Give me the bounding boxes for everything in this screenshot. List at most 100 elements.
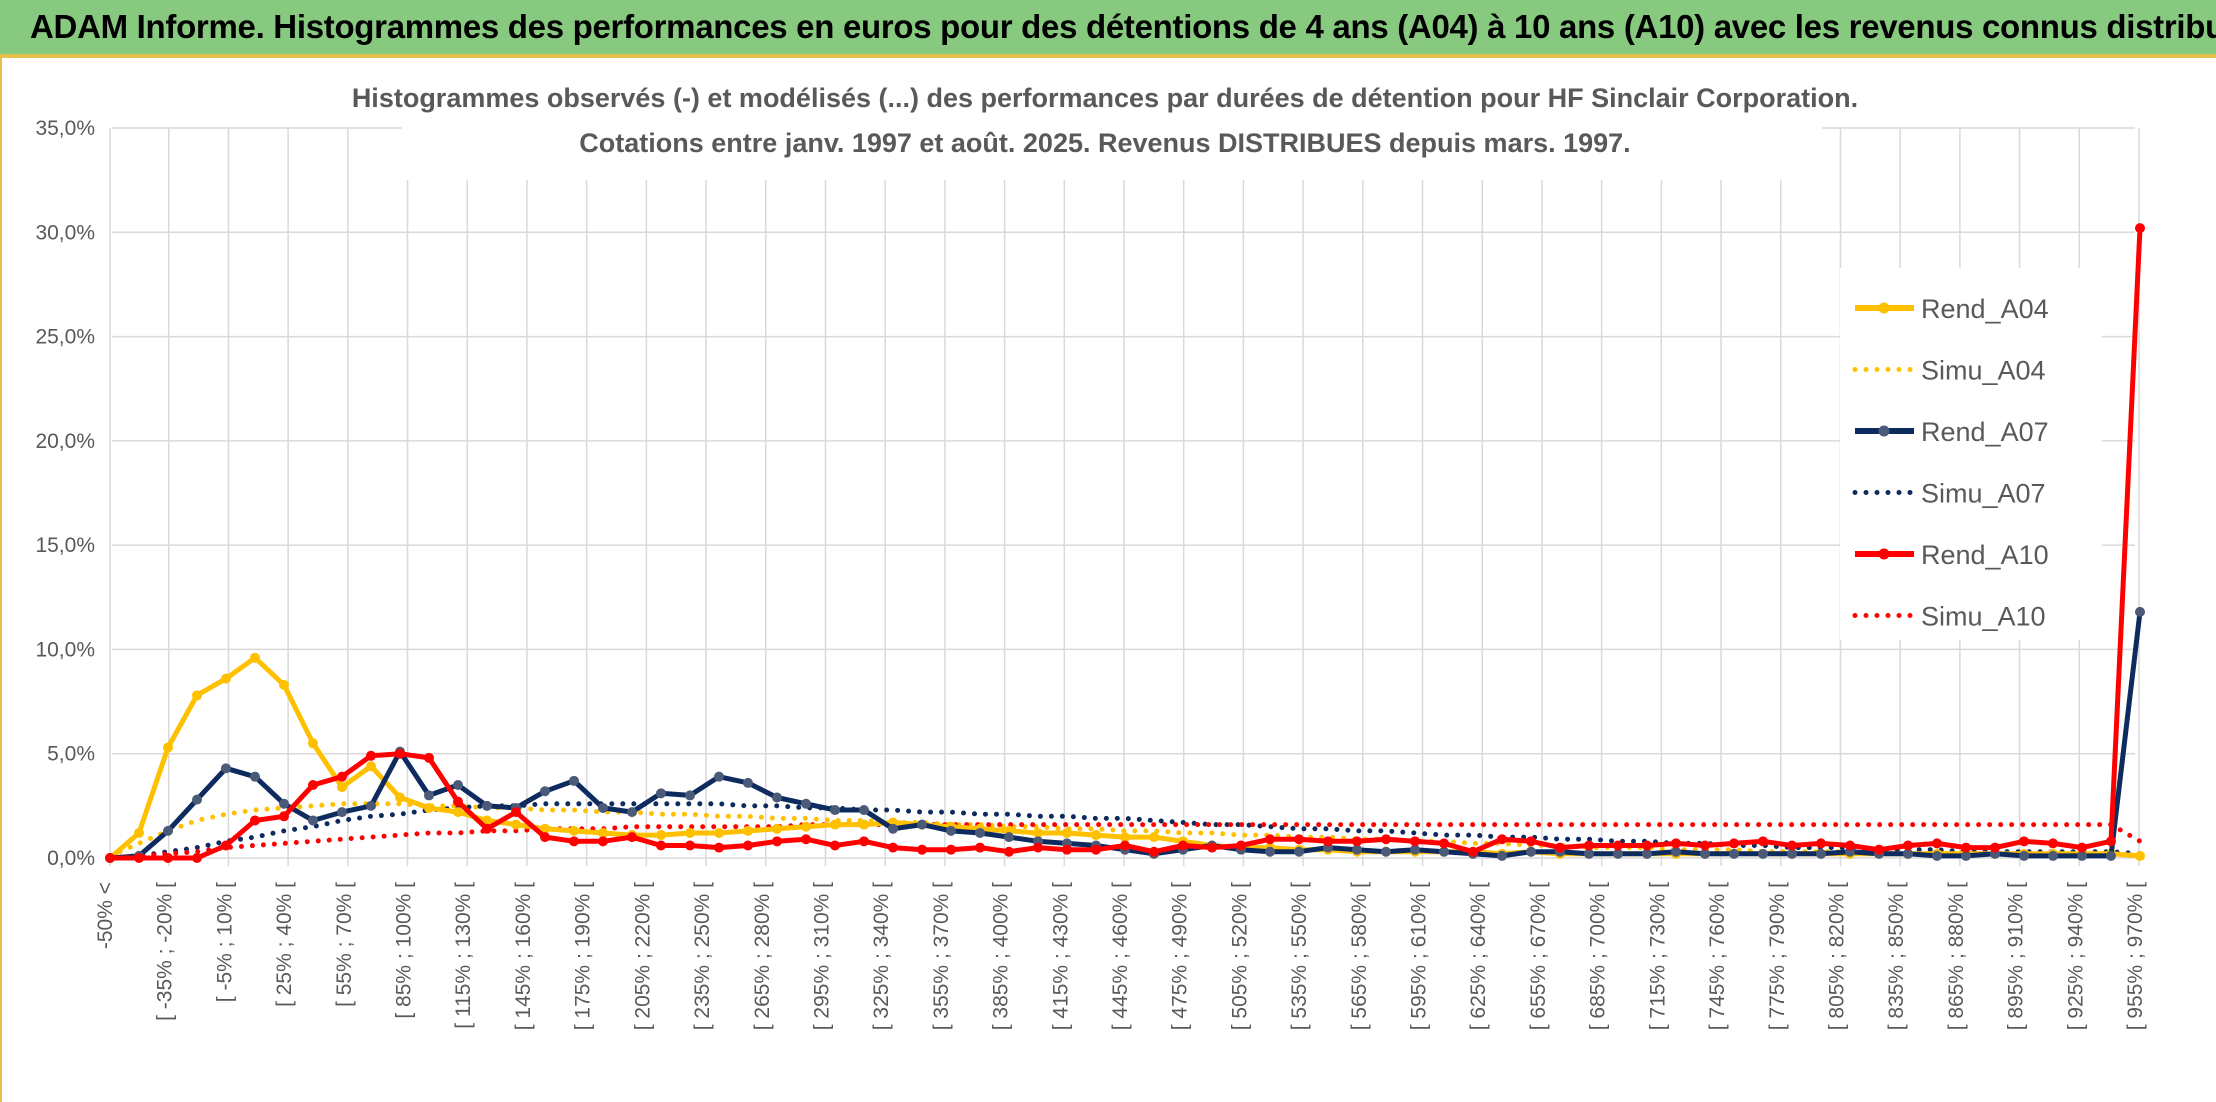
data-point xyxy=(2048,838,2058,849)
data-point xyxy=(627,832,637,843)
data-point xyxy=(366,800,376,811)
data-point xyxy=(1352,836,1362,847)
data-point xyxy=(424,802,434,813)
x-tick-label: [ 55% ; 70% [ xyxy=(333,882,356,1007)
data-point xyxy=(598,827,608,838)
x-tick-label: [ 415% ; 430% [ xyxy=(1049,882,1072,1030)
data-point xyxy=(1178,840,1188,851)
legend-label: Rend_A07 xyxy=(1921,417,2049,447)
data-point xyxy=(1874,844,1884,855)
title-background xyxy=(402,64,1822,180)
data-point xyxy=(801,821,811,832)
data-point xyxy=(1526,846,1536,857)
data-point xyxy=(482,815,492,826)
data-point xyxy=(1497,850,1507,861)
x-tick-label: -50% < xyxy=(94,882,117,949)
data-point xyxy=(772,792,782,803)
legend-label: Rend_A04 xyxy=(1921,294,2049,324)
data-point xyxy=(2077,850,2087,861)
data-point xyxy=(1845,840,1855,851)
data-point xyxy=(192,853,202,863)
data-point xyxy=(1497,834,1507,845)
x-tick-label: [ 265% ; 280% [ xyxy=(751,882,774,1030)
data-point xyxy=(163,825,173,836)
data-point xyxy=(1468,846,1478,857)
data-point xyxy=(540,832,550,843)
y-tick-label: 15,0% xyxy=(35,534,95,557)
data-point xyxy=(975,827,985,838)
data-point xyxy=(772,836,782,847)
data-point xyxy=(1352,844,1362,855)
data-point xyxy=(1439,846,1449,857)
x-tick-label: [ 655% ; 670% [ xyxy=(1527,882,1550,1030)
data-point xyxy=(337,807,347,818)
data-point xyxy=(801,798,811,809)
data-point xyxy=(1642,840,1652,851)
data-point xyxy=(830,805,840,816)
data-point xyxy=(163,742,173,753)
data-point xyxy=(1903,848,1913,859)
data-point xyxy=(1816,838,1826,849)
data-point xyxy=(1642,848,1652,859)
chart-frame: 0,0% 5,0% 10,0% 15,0% 20,0% 25,0% 30,0% 35,0% -… xyxy=(0,58,2216,1102)
data-point xyxy=(279,811,289,822)
data-point xyxy=(859,805,869,816)
legend-background xyxy=(1840,268,2102,640)
data-point xyxy=(1555,842,1565,853)
x-axis-tick-labels: -50% < [ -35% ; -20% [[ -5% ; 10% [[ 25% … xyxy=(94,882,2147,1030)
data-point xyxy=(946,844,956,855)
y-tick-label: 5,0% xyxy=(47,743,95,766)
data-point xyxy=(337,771,347,782)
data-point xyxy=(2135,606,2145,617)
data-point xyxy=(714,771,724,782)
data-point xyxy=(1091,830,1101,841)
data-point xyxy=(221,763,231,774)
data-point xyxy=(1410,844,1420,855)
y-tick-label: 0,0% xyxy=(47,847,95,870)
data-point xyxy=(569,825,579,836)
data-point xyxy=(453,807,463,818)
data-point xyxy=(1758,836,1768,847)
data-point xyxy=(685,790,695,801)
data-point xyxy=(453,780,463,790)
x-tick-label: [ 685% ; 700% [ xyxy=(1587,882,1610,1030)
data-point xyxy=(134,827,144,838)
y-tick-label: 20,0% xyxy=(35,430,95,453)
x-tick-label: [ 355% ; 370% [ xyxy=(930,882,953,1030)
data-point xyxy=(1062,827,1072,838)
legend-marker xyxy=(1878,548,1890,560)
x-tick-label: [ 25% ; 40% [ xyxy=(273,882,296,1007)
x-tick-label: [ 385% ; 400% [ xyxy=(990,882,1013,1030)
chart-title: Histogrammes observés (-) et modélisés (… xyxy=(352,83,1858,113)
data-point xyxy=(1526,836,1536,847)
data-point xyxy=(1236,840,1246,851)
data-point xyxy=(1381,846,1391,857)
data-point xyxy=(540,823,550,834)
data-point xyxy=(221,840,231,851)
series-line-simu_a10 xyxy=(107,822,2143,861)
data-point xyxy=(1729,848,1739,859)
data-point xyxy=(801,834,811,845)
x-tick-label: [ 565% ; 580% [ xyxy=(1348,882,1371,1030)
legend-label: Simu_A07 xyxy=(1921,479,2046,509)
data-point xyxy=(859,836,869,847)
x-tick-label: [ 955% ; 970% [ xyxy=(2124,882,2147,1030)
x-tick-label: [ -5% ; 10% [ xyxy=(213,882,236,1002)
data-point xyxy=(1700,848,1710,859)
data-point xyxy=(1120,840,1130,851)
data-point xyxy=(1149,832,1159,843)
legend-item-rend_a07: Rend_A07 xyxy=(1855,417,2049,447)
data-point xyxy=(656,788,666,799)
data-point xyxy=(975,842,985,853)
data-point xyxy=(1323,836,1333,847)
data-point xyxy=(1294,846,1304,857)
data-point xyxy=(1584,840,1594,851)
legend-item-rend_a10: Rend_A10 xyxy=(1855,540,2049,570)
x-tick-label: [ 205% ; 220% [ xyxy=(631,882,654,1030)
series-simu_a04 xyxy=(107,801,2143,859)
report-title: ADAM Informe. Histogrammes des performan… xyxy=(30,8,2216,45)
data-point xyxy=(888,842,898,853)
data-point xyxy=(221,673,231,684)
series-layer xyxy=(105,223,2145,863)
data-point xyxy=(830,819,840,830)
